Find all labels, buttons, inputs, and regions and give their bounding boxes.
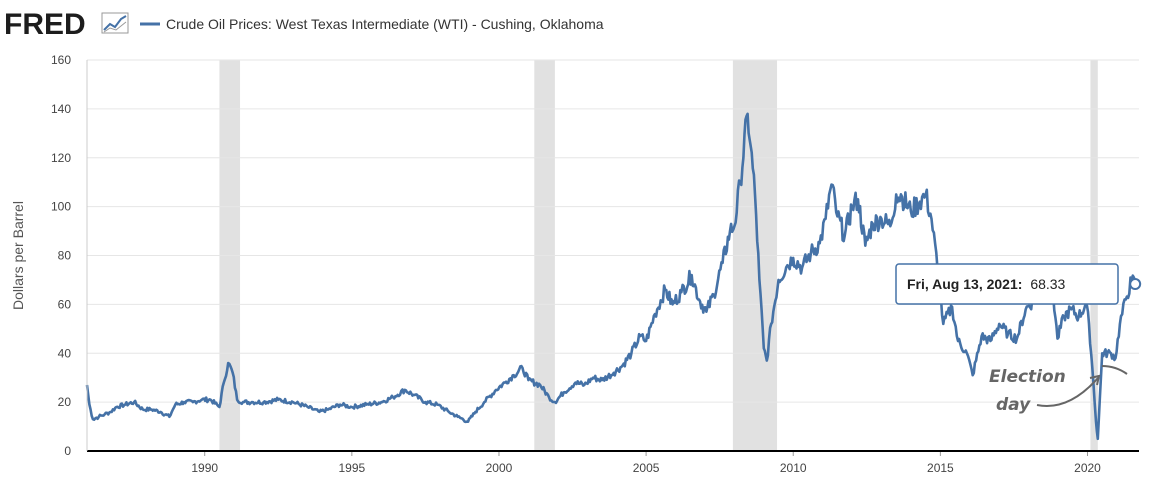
x-tick-label: 2005 [633,461,660,475]
x-tick-label: 2015 [927,461,954,475]
annotation-line-2: day [996,395,1031,415]
x-tick-label: 1990 [191,461,218,475]
x-tick-label: 2000 [486,461,513,475]
tooltip-value: 68.33 [1030,276,1065,292]
y-tick-label: 0 [64,444,71,458]
annotation-arrow [1036,377,1099,407]
x-tick-label: 2010 [780,461,807,475]
x-tick-label: 1995 [338,461,365,475]
annotation-arrowhead [1089,374,1101,386]
annotation-line-1: Election [989,367,1066,387]
gridlines [87,59,1139,403]
series-layer [85,112,1137,441]
series-line[interactable] [85,112,1137,441]
legend-title[interactable]: Crude Oil Prices: West Texas Intermediat… [166,16,604,32]
tooltip-date: Fri, Aug 13, 2021: [907,276,1022,292]
chart-line-icon [101,12,129,34]
y-axis-label: Dollars per Barrel [10,201,26,310]
header: FRED Crude Oil Prices: West Texas Interm… [4,8,604,41]
tooltip: Fri, Aug 13, 2021: 68.33 [895,263,1142,305]
election-day-annotation: Election day [989,365,1128,415]
y-tick-label: 120 [51,151,71,165]
y-tick-label: 40 [58,346,72,360]
y-tick-label: 100 [51,200,71,214]
y-tick-label: 160 [51,53,71,67]
x-axis-ticks: 1990 1995 2000 2005 2010 2015 2020 [191,451,1101,475]
y-tick-label: 140 [51,102,71,116]
fred-logo[interactable]: FRED [4,8,86,41]
tooltip-box [895,263,1119,305]
svg-text:Fri, Aug 13, 2021: 68.: Fri, Aug 13, 2021: 68.33 [907,276,1066,292]
y-tick-label: 60 [58,297,72,311]
tooltip-marker[interactable] [1129,278,1142,291]
y-tick-label: 80 [58,249,72,263]
y-tick-label: 20 [58,395,72,409]
x-tick-label: 2020 [1074,461,1101,475]
y-axis-ticks: 0 20 40 60 80 100 120 140 160 [51,53,71,458]
annotation-swoosh [1101,365,1128,375]
